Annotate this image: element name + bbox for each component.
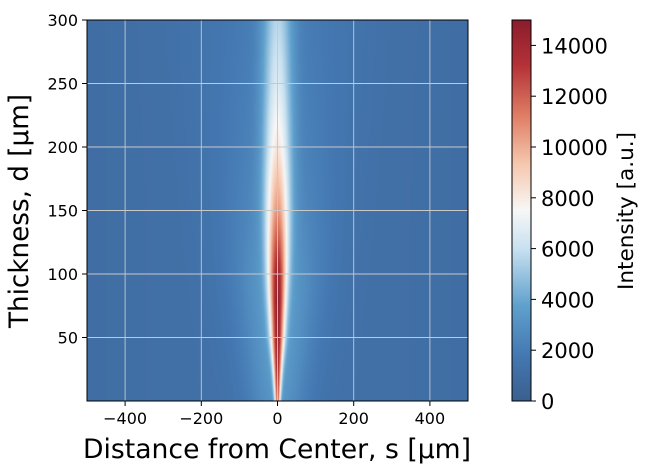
x-tick-label: −200 [179,409,223,428]
y-tick-label: 300 [47,11,78,30]
y-tick-label: 200 [47,138,78,157]
x-tick-label: 0 [272,409,282,428]
x-axis-label: Distance from Center, s [µm] [83,434,471,465]
x-tick-label: −400 [103,409,147,428]
x-tick-label: 200 [338,409,369,428]
y-tick-label: 50 [58,329,78,348]
colorbar-fill [512,20,531,401]
colorbar-tick-label: 12000 [541,85,608,109]
colorbar-frame [511,19,532,402]
colorbar-tick-label: 0 [541,390,554,414]
plot-area [86,19,469,402]
x-tick-label: 400 [415,409,446,428]
colorbar-ticks: 0 2000 4000 6000 8000 10000 12000 14000 [531,34,608,414]
colorbar-label: Intensity [a.u.] [614,132,638,290]
colorbar-tick-label: 6000 [541,238,594,262]
y-axis-label: Thickness, d [µm] [4,94,35,329]
x-axis-ticks: −400 −200 0 200 400 [103,401,445,428]
colorbar-tick-label: 2000 [541,339,594,363]
y-tick-label: 150 [47,202,78,221]
y-axis-ticks: 50 100 150 200 250 300 [47,11,87,348]
colorbar-tick-label: 14000 [541,34,608,58]
colorbar-tick-label: 4000 [541,288,594,312]
y-tick-label: 100 [47,265,78,284]
colorbar-tick-label: 8000 [541,187,594,211]
colorbar-tick-label: 10000 [541,136,608,160]
y-tick-label: 250 [47,75,78,94]
colorbar: 0 2000 4000 6000 8000 10000 12000 14000 Intensi… [511,19,638,414]
